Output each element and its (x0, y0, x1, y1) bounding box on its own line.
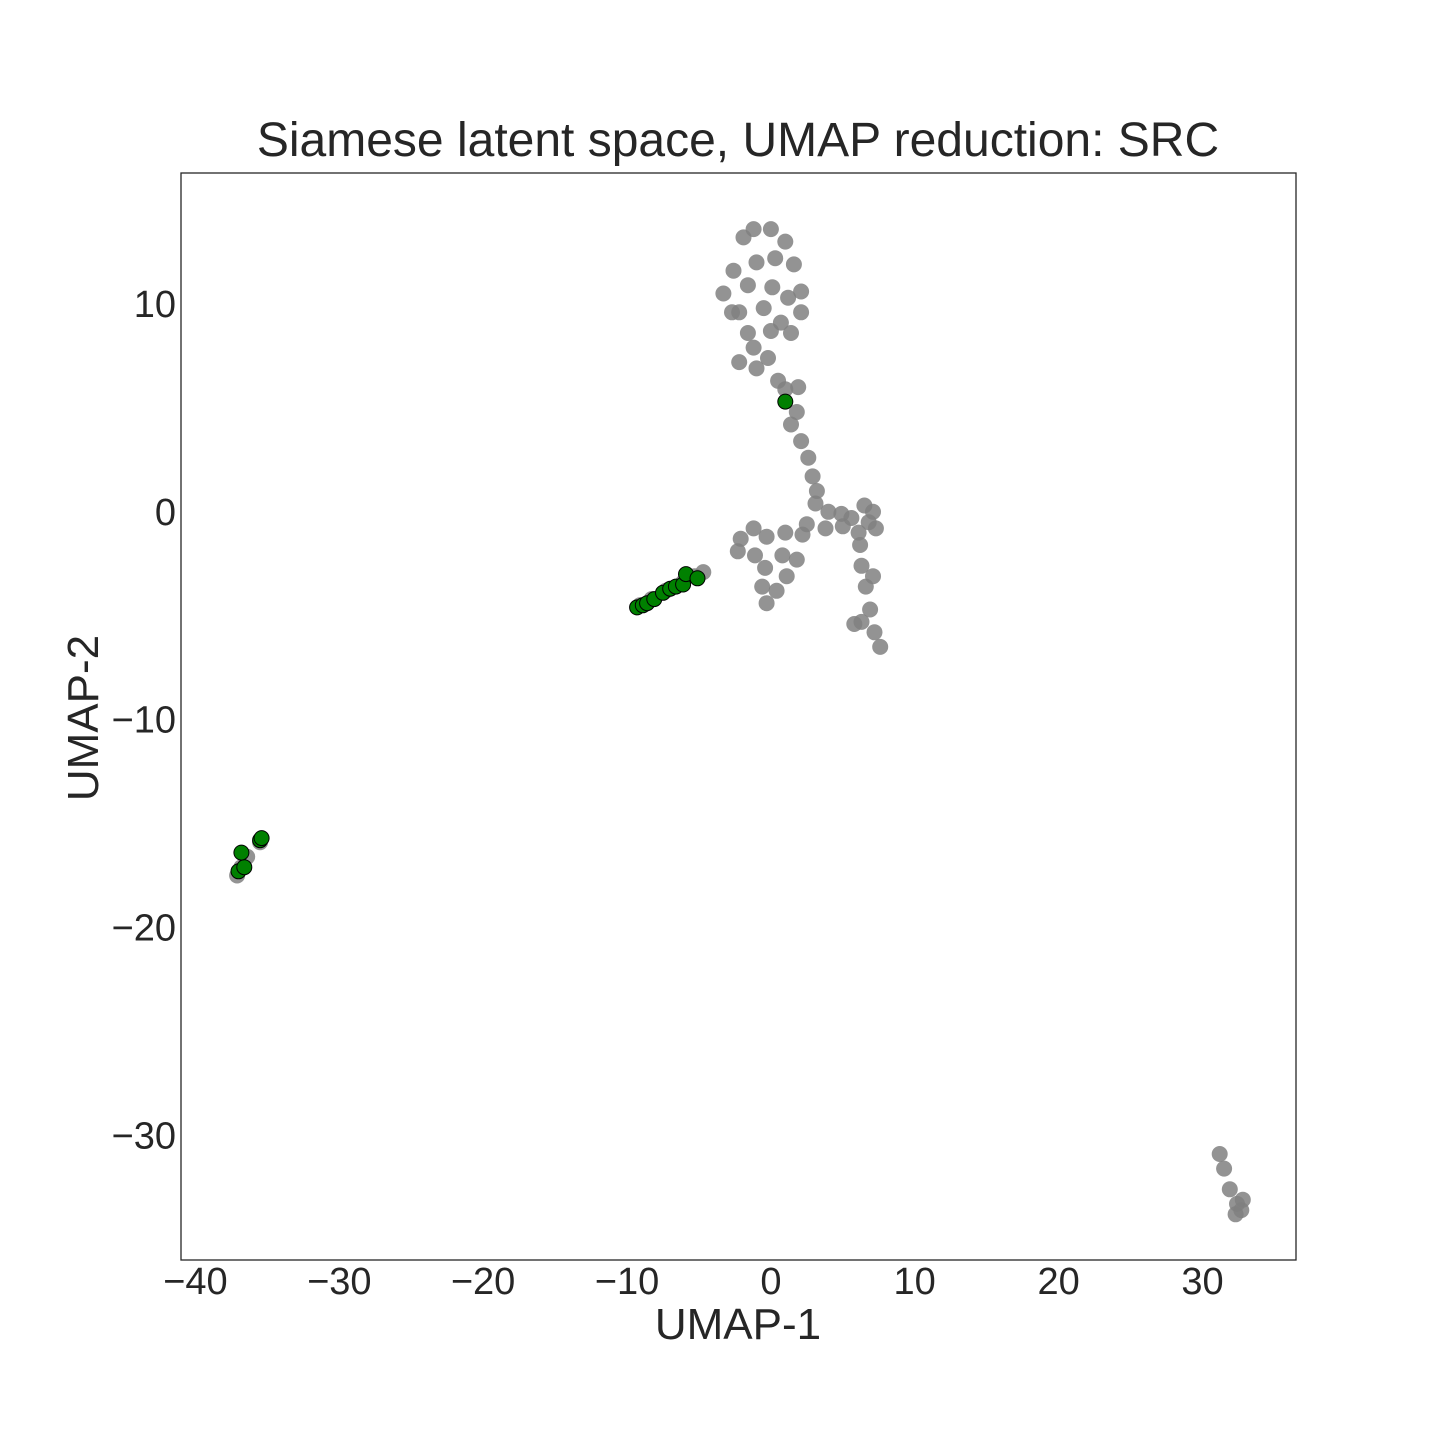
data-point (817, 520, 834, 537)
data-point (1221, 1181, 1238, 1198)
data-point (778, 568, 795, 585)
data-point (725, 262, 742, 279)
data-point (747, 547, 763, 564)
points-layer (229, 221, 1251, 1223)
data-point (794, 526, 811, 543)
x-tick-label: 30 (1181, 1261, 1223, 1303)
data-point (768, 582, 785, 599)
data-point (788, 404, 805, 420)
y-tick-label: 10 (134, 284, 176, 326)
data-point (1234, 1191, 1251, 1208)
data-point (834, 518, 851, 535)
data-point (862, 601, 879, 618)
data-point (754, 578, 771, 595)
data-point (764, 279, 781, 296)
x-tick-label: −10 (595, 1261, 659, 1303)
y-tick-label: 0 (155, 492, 176, 534)
data-point (846, 616, 863, 632)
data-point (852, 537, 869, 553)
data-point (731, 304, 748, 321)
data-point (777, 233, 794, 250)
y-tick-label: −20 (112, 908, 176, 950)
x-tick-label: 10 (894, 1261, 936, 1303)
data-point (860, 514, 877, 531)
y-tick-label: −10 (112, 700, 176, 742)
highlighted-point (233, 844, 250, 861)
x-tick-label: −20 (451, 1261, 515, 1303)
data-point (729, 543, 746, 560)
data-point (748, 254, 765, 271)
data-point (762, 221, 779, 238)
data-point (777, 381, 794, 398)
data-point (850, 524, 867, 541)
background-series (229, 221, 1251, 1223)
data-point (715, 285, 732, 302)
data-point (853, 557, 870, 574)
highlighted-point (777, 393, 794, 410)
highlighted-series (230, 393, 794, 880)
data-point (793, 433, 810, 450)
data-point (757, 559, 774, 576)
data-point (872, 638, 889, 655)
x-tick-label: −40 (163, 1261, 227, 1303)
data-point (866, 624, 883, 641)
highlighted-point (689, 570, 706, 587)
data-point (745, 339, 762, 356)
data-point (731, 354, 748, 371)
x-tick-label: 20 (1037, 1261, 1079, 1303)
data-point (745, 520, 762, 537)
data-point (800, 449, 817, 466)
data-point (758, 528, 775, 545)
data-point (1227, 1206, 1244, 1223)
data-point (783, 325, 799, 341)
data-point (780, 289, 797, 306)
data-point (767, 250, 784, 267)
data-point (793, 283, 810, 300)
data-point (1216, 1160, 1233, 1177)
x-tick-label: 0 (760, 1261, 781, 1303)
data-point (820, 503, 837, 520)
y-tick-label: −30 (112, 1115, 176, 1157)
data-point (808, 483, 825, 499)
data-point (790, 379, 807, 396)
data-point (807, 495, 824, 512)
data-point (788, 551, 805, 568)
y-axis-ticks: 10 0 −10 −20 −30 (112, 284, 176, 1157)
data-point (732, 530, 749, 547)
data-point (748, 360, 765, 377)
chart-title: Siamese latent space, UMAP reduction: SR… (257, 114, 1219, 167)
data-point (774, 547, 791, 564)
plot-frame (180, 172, 1297, 1261)
data-point (1211, 1146, 1228, 1162)
data-point (793, 304, 810, 321)
highlighted-point (236, 859, 253, 876)
data-point (783, 416, 799, 433)
data-point (739, 325, 756, 341)
data-point (739, 277, 756, 294)
x-axis-ticks: −40 −30 −20 −10 0 10 20 30 (163, 1261, 1223, 1303)
x-tick-label: −30 (307, 1261, 371, 1303)
data-point (865, 568, 881, 585)
data-point (785, 256, 802, 273)
data-point (745, 221, 762, 238)
data-point (760, 350, 776, 366)
x-axis-label: UMAP-1 (655, 1300, 821, 1349)
data-point (762, 323, 779, 339)
y-axis-label: UMAP-2 (59, 635, 108, 801)
data-point (758, 595, 775, 612)
data-point (755, 300, 772, 317)
highlighted-point (253, 830, 270, 847)
data-point (804, 468, 821, 485)
data-point (777, 524, 794, 541)
